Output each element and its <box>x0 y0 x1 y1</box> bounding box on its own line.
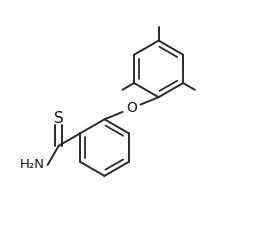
Text: H₂N: H₂N <box>20 158 45 171</box>
Text: O: O <box>126 101 137 115</box>
Text: S: S <box>54 111 64 126</box>
